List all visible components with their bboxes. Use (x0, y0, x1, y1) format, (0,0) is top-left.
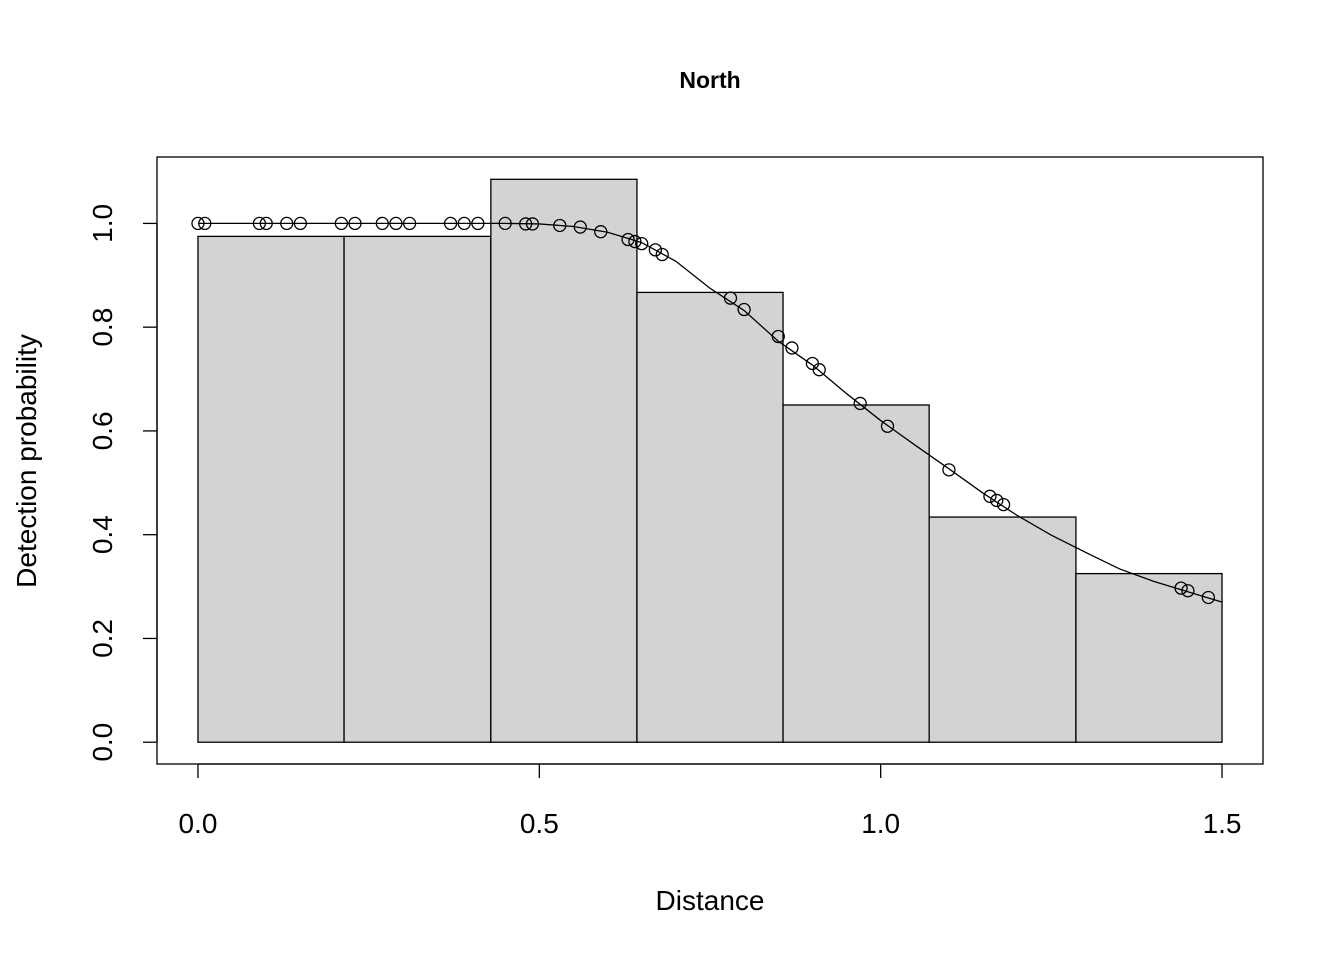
observation-point (723, 291, 738, 305)
histogram-bars (197, 178, 1223, 743)
observation-point (594, 225, 608, 239)
x-axis-label: Distance (656, 885, 765, 916)
y-tick-label: 0.6 (87, 411, 118, 450)
observation-point (621, 232, 635, 247)
observation-point (259, 216, 273, 231)
observation-point (655, 247, 669, 262)
observation-point (334, 216, 348, 231)
observation-point (519, 217, 533, 231)
y-tick-label: 0.0 (87, 723, 118, 762)
observation-point (942, 463, 956, 477)
histogram-bar-4 (636, 291, 784, 743)
histogram-bar-2 (343, 235, 492, 743)
histogram-bar-1 (197, 235, 345, 743)
observation-point (635, 236, 649, 251)
observation-points (191, 216, 1216, 605)
observation-point (443, 216, 458, 231)
observation-point (648, 243, 663, 257)
y-tick-label: 0.4 (87, 515, 118, 554)
observation-point (990, 493, 1004, 508)
x-tick-label: 0.0 (178, 808, 217, 839)
observation-point (402, 216, 417, 231)
observation-point (1181, 584, 1195, 598)
histogram-bar-3 (490, 178, 638, 743)
x-tick-label: 1.0 (861, 808, 900, 839)
observation-point (525, 217, 540, 231)
observation-point (280, 216, 294, 231)
y-axis: 0.0 0.2 0.4 0.6 0.8 1.0 (87, 204, 158, 762)
observation-point (375, 216, 389, 231)
observation-point (771, 329, 785, 344)
observation-point (191, 216, 205, 231)
x-axis: 0.0 0.5 1.0 1.5 (178, 763, 1242, 839)
y-tick-label: 1.0 (87, 204, 118, 243)
observation-point (880, 419, 895, 433)
observation-point (348, 216, 362, 231)
observation-point (252, 216, 267, 231)
x-tick-label: 0.5 (520, 808, 559, 839)
observation-point (457, 216, 471, 231)
observation-point (628, 234, 642, 249)
observation-point (812, 363, 826, 377)
observation-point (1174, 581, 1188, 595)
observation-point (805, 356, 820, 371)
histogram-bar-5 (782, 404, 930, 743)
observation-point (996, 497, 1011, 512)
observation-point (198, 216, 212, 231)
observation-point (737, 302, 751, 317)
histogram-bar-6 (928, 516, 1077, 743)
observation-point (853, 396, 867, 411)
y-axis-label: Detection probability (11, 334, 42, 588)
y-tick-label: 0.8 (87, 308, 118, 347)
observation-point (1201, 590, 1216, 605)
observation-point (553, 218, 567, 233)
observation-point (573, 220, 587, 234)
x-tick-label: 1.5 (1203, 808, 1242, 839)
observation-point (785, 341, 799, 355)
fitted-detection-curve (197, 222, 1223, 603)
y-tick-label: 0.2 (87, 619, 118, 658)
observation-point (983, 489, 997, 503)
observation-point (471, 216, 485, 231)
histogram-bar-7 (1075, 572, 1223, 743)
observation-point (389, 216, 403, 231)
chart-title: North (679, 67, 740, 93)
observation-point (498, 216, 512, 231)
observation-point (293, 216, 308, 231)
